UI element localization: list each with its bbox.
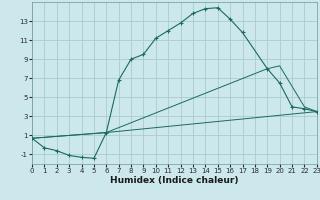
- X-axis label: Humidex (Indice chaleur): Humidex (Indice chaleur): [110, 176, 239, 185]
